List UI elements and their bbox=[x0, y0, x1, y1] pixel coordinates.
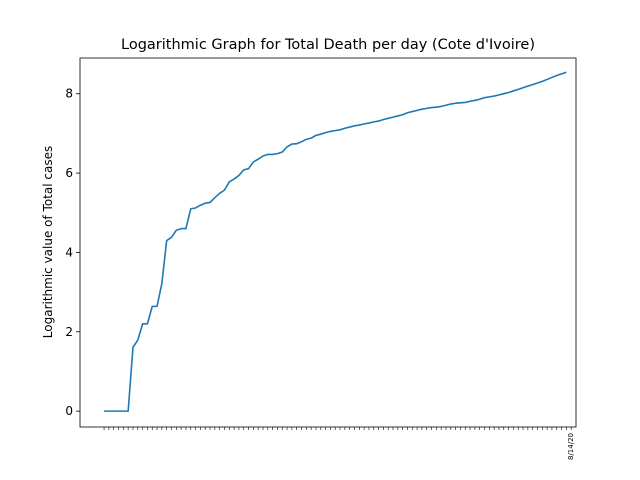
x-tick-label-last: 8/14/20 bbox=[567, 433, 575, 460]
y-tick-label: 0 bbox=[65, 404, 73, 418]
chart-title: Logarithmic Graph for Total Death per da… bbox=[121, 37, 535, 53]
series-line-0 bbox=[104, 71, 567, 412]
x-axis: 8/14/20 bbox=[103, 427, 575, 460]
y-tick-label: 2 bbox=[65, 325, 73, 339]
y-tick-label: 4 bbox=[65, 245, 73, 259]
y-axis-label: Logarithmic value of Total cases bbox=[41, 146, 55, 338]
y-axis: 0 2 4 6 8 bbox=[65, 87, 80, 418]
plot-area bbox=[104, 71, 567, 412]
y-tick-label: 8 bbox=[65, 87, 73, 101]
axes-frame bbox=[79, 57, 577, 428]
y-tick-label: 6 bbox=[65, 166, 73, 180]
